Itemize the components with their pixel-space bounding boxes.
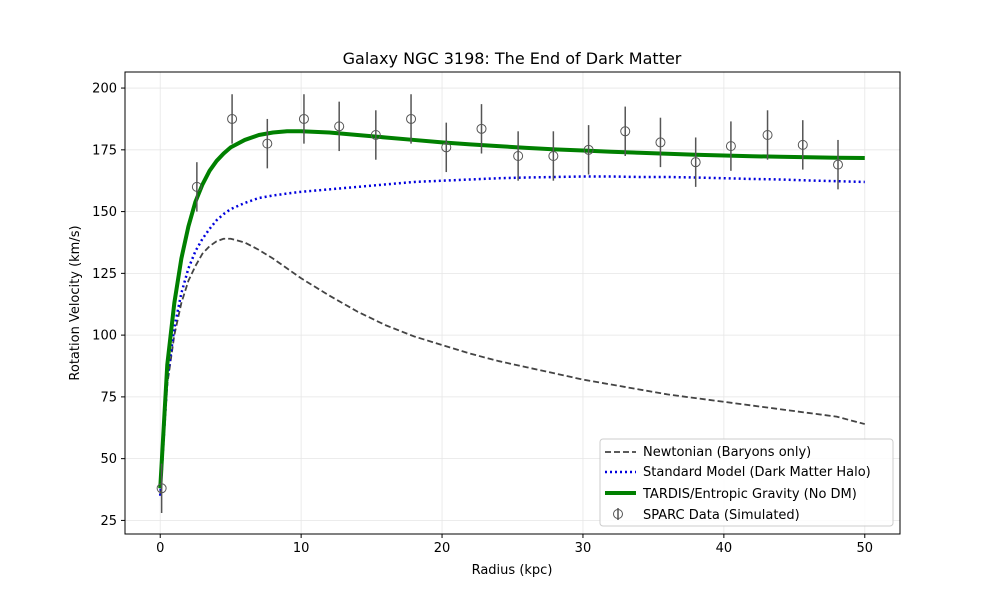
x-tick-label: 30	[575, 541, 592, 556]
y-axis-label: Rotation Velocity (km/s)	[68, 225, 83, 380]
sparc-marker	[406, 113, 417, 124]
x-tick-label: 10	[293, 541, 310, 556]
scatter-layer	[156, 94, 843, 513]
sparc-marker	[370, 130, 381, 140]
sparc-marker	[298, 113, 309, 124]
y-tick-label: 75	[100, 390, 117, 405]
x-tick-label: 40	[716, 541, 733, 556]
sparc-marker	[476, 123, 487, 134]
sparc-data-point	[227, 94, 238, 144]
x-axis-label: Radius (kpc)	[472, 563, 553, 578]
sparc-data-point	[513, 131, 524, 181]
sparc-data-point	[762, 110, 773, 160]
sparc-marker	[191, 181, 202, 192]
sparc-data-point	[797, 120, 808, 170]
legend-sparc-marker	[613, 509, 623, 519]
y-tick-label: 200	[92, 82, 117, 97]
sparc-marker	[797, 139, 808, 150]
sparc-data-point	[262, 118, 273, 169]
y-tick-label: 175	[92, 143, 117, 158]
legend-dm-label: Standard Model (Dark Matter Halo)	[643, 465, 871, 480]
plot-frame	[124, 71, 901, 535]
x-tick-label: 20	[434, 541, 451, 556]
sparc-data-point	[690, 137, 701, 187]
sparc-marker	[620, 126, 631, 137]
y-tick-label: 100	[92, 329, 117, 344]
sparc-marker	[513, 151, 524, 161]
tick-layer: 0 10 20 30 40 50 25 50 75 100 125 150 175 200	[92, 82, 873, 556]
sparc-marker	[655, 137, 666, 148]
x-tick-label: 50	[856, 541, 873, 556]
sparc-data-point	[406, 94, 417, 144]
sparc-data-point	[334, 101, 345, 152]
sparc-marker	[334, 121, 345, 132]
chart-title: Galaxy NGC 3198: The End of Dark Matter	[343, 49, 682, 68]
legend-tardis-label: TARDIS/Entropic Gravity (No DM)	[642, 487, 857, 502]
sparc-marker	[690, 157, 701, 168]
x-tick-label: 0	[156, 541, 164, 556]
sparc-data-point	[655, 117, 666, 168]
sparc-marker	[227, 113, 238, 124]
y-tick-label: 25	[100, 514, 117, 529]
sparc-data-point	[476, 104, 487, 154]
sparc-data-point	[298, 94, 309, 144]
sparc-data-point	[548, 131, 559, 181]
sparc-data-point	[370, 110, 381, 160]
y-tick-label: 125	[92, 267, 117, 282]
sparc-data-point	[620, 106, 631, 156]
sparc-data-point	[583, 125, 594, 175]
y-tick-label: 50	[100, 452, 117, 467]
newtonian-curve	[159, 237, 865, 496]
sparc-marker	[156, 483, 167, 494]
sparc-marker	[725, 141, 736, 152]
sparc-marker	[762, 130, 773, 140]
sparc-marker	[548, 151, 559, 161]
sparc-data-point	[156, 463, 167, 513]
legend-newtonian-label: Newtonian (Baryons only)	[643, 445, 811, 460]
sparc-marker	[583, 144, 594, 155]
sparc-marker	[833, 159, 843, 170]
y-tick-label: 150	[92, 205, 117, 220]
sparc-data-point	[441, 122, 452, 173]
sparc-data-point	[191, 162, 202, 212]
sparc-marker	[441, 142, 452, 153]
sparc-marker	[262, 138, 273, 149]
legend-box	[599, 438, 894, 527]
legend-sparc-label: SPARC Data (Simulated)	[643, 508, 800, 523]
dark-matter-halo-curve	[158, 175, 865, 496]
sparc-data-point	[833, 139, 843, 190]
legend: Newtonian (Baryons only) Standard Model …	[599, 438, 894, 527]
sparc-data-point	[725, 121, 736, 171]
